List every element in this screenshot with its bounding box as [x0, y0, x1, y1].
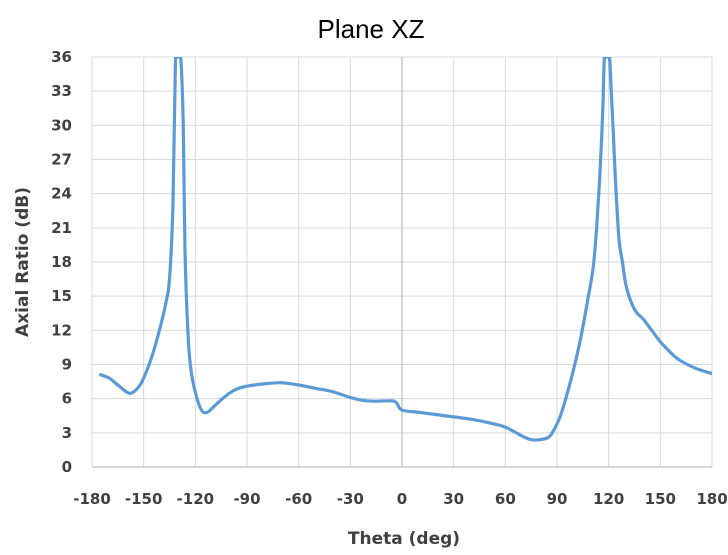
- axes: [92, 57, 712, 468]
- y-tick-label: 15: [51, 287, 72, 305]
- x-tick-label: -150: [125, 490, 163, 508]
- y-tick-label: 27: [51, 151, 72, 169]
- y-tick-label: 18: [51, 253, 72, 271]
- x-tick-label: 0: [397, 490, 407, 508]
- y-tick-label: 3: [62, 424, 72, 442]
- y-tick-label: 36: [51, 48, 72, 66]
- y-tick-label: 33: [51, 82, 72, 100]
- x-axis-label: Theta (deg): [348, 529, 460, 549]
- y-tick-label: 0: [62, 458, 72, 476]
- x-tick-label: 30: [443, 490, 464, 508]
- y-tick-label: 21: [51, 219, 72, 237]
- y-tick-label: 12: [51, 321, 72, 339]
- x-tick-label: 150: [645, 490, 676, 508]
- y-tick-label: 9: [62, 356, 72, 374]
- x-tick-label: -180: [73, 490, 111, 508]
- y-axis-label: Axial Ratio (dB): [13, 187, 33, 337]
- chart-title: Plane XZ: [318, 14, 425, 44]
- x-tick-label: -120: [177, 490, 215, 508]
- y-tick-label: 24: [51, 185, 72, 203]
- series-line: [99, 57, 712, 442]
- x-tick-label: 90: [547, 490, 568, 508]
- series-layer: [99, 57, 712, 442]
- y-tick-label: 6: [62, 390, 72, 408]
- x-tick-label: -60: [285, 490, 312, 508]
- x-tick-label: 120: [593, 490, 624, 508]
- x-tick-label: -90: [233, 490, 260, 508]
- gridlines: [91, 56, 713, 467]
- x-tick-label: -30: [337, 490, 364, 508]
- x-tick-label: 180: [696, 490, 727, 508]
- y-tick-label: 30: [51, 116, 72, 134]
- x-tick-label: 60: [495, 490, 516, 508]
